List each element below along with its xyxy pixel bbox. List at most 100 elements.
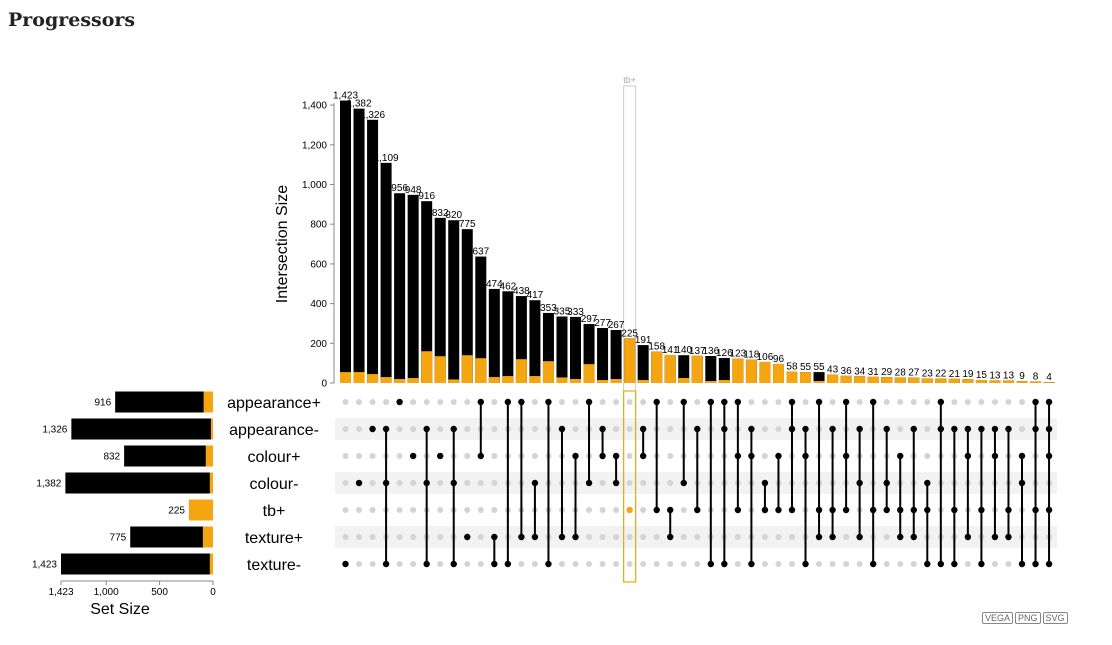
matrix-dot-on [856, 425, 863, 433]
matrix-dot-on [1005, 425, 1012, 433]
intersection-bar-highlight [407, 378, 419, 383]
intersection-bar-highlight [570, 379, 582, 383]
matrix-dot-off [640, 534, 647, 540]
matrix-dot-off [437, 561, 444, 567]
intersection-bar [637, 345, 649, 383]
matrix-dot-off [491, 507, 498, 513]
matrix-dot-on [815, 398, 823, 406]
matrix-dot-on [829, 425, 836, 433]
matrix-dot-on [409, 452, 417, 460]
matrix-dot-off [761, 399, 768, 405]
matrix-dot-on [585, 398, 593, 406]
matrix-dot-off [626, 561, 633, 567]
matrix-dot-on [842, 452, 850, 460]
matrix-dot-on [707, 560, 715, 568]
intersection-bar-highlight [664, 355, 676, 383]
intersection-bar [570, 316, 582, 383]
matrix-dot-on [504, 560, 512, 568]
intersection-bar-highlight [637, 380, 649, 383]
matrix-dot-off [626, 453, 633, 459]
intersection-bar-highlight [948, 378, 960, 383]
set-name-label: texture- [247, 557, 301, 574]
matrix-dot-off [599, 561, 606, 567]
matrix-dot-off [843, 561, 850, 567]
matrix-dot-off [531, 399, 538, 405]
matrix-dot-off [491, 426, 498, 432]
export-vega-button[interactable]: VEGA [982, 612, 1014, 624]
intersection-bar-highlight [421, 351, 433, 383]
matrix-dot-off [964, 399, 971, 405]
intersection-bar [813, 372, 825, 383]
matrix-dot-on [937, 398, 945, 406]
matrix-dot-off [450, 399, 457, 405]
matrix-dot-off [477, 480, 484, 486]
intersection-value-label: 1,326 [360, 110, 385, 121]
matrix-dot-off [991, 399, 998, 405]
intersection-value-label: 22 [935, 369, 947, 380]
matrix-dot-on [748, 560, 755, 568]
matrix-dot-off [410, 480, 417, 486]
intersection-bar-highlight [610, 379, 622, 383]
matrix-dot-off [667, 480, 674, 486]
matrix-dot-on [1045, 506, 1053, 514]
matrix-dot-on [1018, 452, 1026, 460]
y-tick-label: 1,400 [302, 101, 327, 112]
export-png-button[interactable]: PNG [1015, 612, 1041, 624]
intersection-value-label: 34 [854, 366, 866, 377]
y-axis-title: Intersection Size [274, 185, 291, 303]
intersection-bar-highlight [867, 376, 879, 383]
matrix-dot-on [869, 560, 877, 568]
matrix-dot-on [978, 425, 985, 433]
matrix-dot-on [924, 479, 931, 487]
intersection-value-label: 297 [581, 314, 598, 325]
matrix-dot-on [464, 533, 471, 541]
intersection-value-label: 1,382 [347, 99, 372, 110]
set-size-bar-highlight [210, 418, 213, 440]
matrix-dot-off [477, 534, 484, 540]
matrix-dot-off [964, 561, 971, 567]
matrix-dot-off [1019, 399, 1025, 405]
matrix-dot-on [924, 560, 931, 568]
matrix-dot-off [694, 534, 701, 540]
intersection-value-label: 136 [702, 346, 719, 357]
matrix-dot-off [518, 561, 525, 567]
intersection-value-label: 158 [648, 342, 665, 353]
matrix-dot-off [396, 534, 403, 540]
intersection-bar-highlight [1030, 381, 1042, 383]
matrix-dot-off [951, 399, 958, 405]
y-tick-label: 600 [310, 259, 327, 270]
intersection-bar-highlight [745, 359, 757, 383]
matrix-dot-on [423, 479, 430, 487]
set-size-label: 1,423 [32, 560, 57, 571]
matrix-dot-off [464, 507, 471, 513]
intersection-bar [502, 291, 514, 383]
intersection-bar-highlight [881, 377, 893, 383]
matrix-dot-off [1005, 561, 1012, 567]
matrix-dot-on [978, 560, 985, 568]
matrix-dot-on [856, 479, 863, 487]
matrix-dot-off [477, 561, 484, 567]
matrix-dot-off [437, 480, 444, 486]
intersection-value-label: 267 [608, 320, 625, 331]
matrix-dot-off [410, 507, 417, 513]
matrix-dot-on [382, 479, 390, 487]
intersection-bar-highlight [434, 356, 446, 383]
intersection-bar [705, 356, 717, 383]
intersection-value-label: 8 [1033, 371, 1039, 382]
intersection-bar [678, 355, 690, 383]
matrix-dot-off [531, 561, 538, 567]
set-axis-tick-label: 1,423 [48, 587, 73, 598]
matrix-dot-on [450, 425, 457, 433]
matrix-dot-on [599, 452, 606, 460]
matrix-dot-off [410, 399, 417, 405]
matrix-dot-on [1018, 479, 1026, 487]
matrix-dot-on [680, 398, 687, 406]
matrix-dot-off [829, 399, 836, 405]
matrix-dot-off [586, 534, 593, 540]
intersection-value-label: 15 [976, 370, 988, 381]
set-name-label: colour+ [248, 449, 301, 466]
matrix-dot-off [640, 480, 647, 486]
matrix-dot-off [572, 561, 579, 567]
matrix-dot-on [680, 479, 687, 487]
export-svg-button[interactable]: SVG [1042, 612, 1068, 624]
